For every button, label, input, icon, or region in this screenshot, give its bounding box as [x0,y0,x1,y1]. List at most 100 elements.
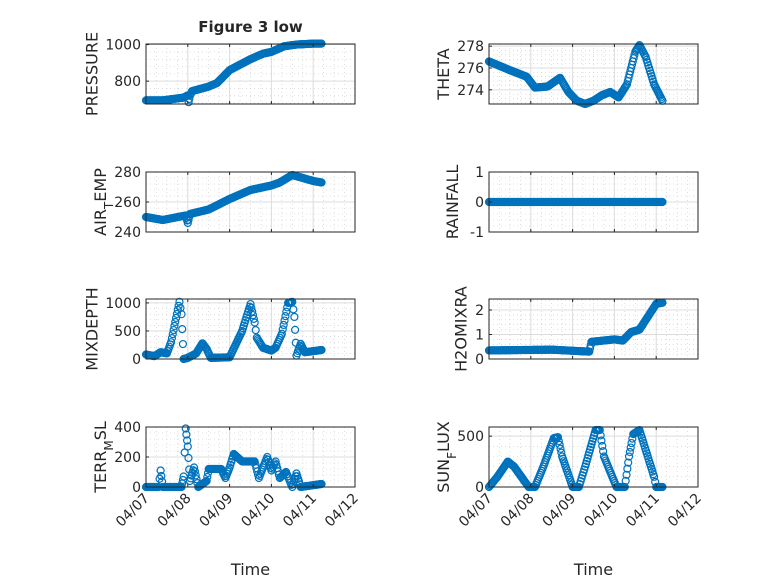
x-tick-label: 04/10 [581,491,621,531]
axes-box [145,298,356,360]
data-point [176,303,185,313]
subplot-terr_msl: 04/07 04/08 04/09 04/10 04/11 04/12 0 200 400TER… [91,420,362,579]
y-tick-label: 276 [457,61,484,77]
y-label-part: PRESSURE [83,32,102,116]
x-tick-label: 04/11 [623,491,663,531]
y-label-part: SUN [434,459,453,493]
data-point [621,476,630,485]
y-tick-label: 0 [475,480,484,496]
data-point [190,467,200,476]
data-point [178,324,187,334]
data-point [554,436,563,446]
data-point [289,305,298,314]
data-point [171,313,181,323]
data-point [279,320,288,330]
data-point [288,297,297,306]
x-tick-label: 04/09 [540,491,580,531]
y-tick-label: 400 [114,420,141,436]
y-tick-label: 2 [475,303,484,319]
y-tick-label: 1 [475,328,484,344]
data-point [624,452,634,461]
data-point [597,436,606,445]
data-point [556,444,565,453]
axes-box [488,298,699,360]
x-tick-label: 04/11 [280,491,320,531]
y-label-part: RAINFALL [443,165,462,240]
data-point [626,443,635,452]
axes-box [488,426,699,488]
data-point [203,472,212,482]
y-label-subscript: M [102,440,116,450]
data-point [317,345,326,355]
data-point [317,178,326,187]
x-tick-label: 04/09 [197,491,237,531]
y-tick-label: 278 [457,39,484,55]
data-point [175,297,184,306]
y-tick-label: 1 [475,165,484,181]
data-point [181,424,190,433]
data-point [596,431,605,440]
y-tick-label: 0 [475,195,484,211]
y-tick-label: -1 [470,225,484,241]
chart-title: Figure 3 low [198,18,303,36]
y-label-part: THETA [434,48,453,100]
data-point [627,438,636,448]
y-axis-label: RAINFALL [443,165,462,240]
y-axis-label: H2OMIXRA [451,286,470,372]
y-label-subscript: T [102,201,116,210]
y-axis-label: THETA [434,48,453,100]
data-point [166,338,176,347]
series-markers [141,297,326,364]
data-point [184,453,193,463]
data-point [279,470,288,479]
data-point [553,433,563,442]
y-tick-label: 274 [457,83,484,99]
data-point [170,321,179,331]
data-point [177,310,186,319]
y-tick-label: 500 [457,429,484,445]
data-point [156,466,165,475]
y-tick-label: 500 [114,324,141,340]
data-point [183,442,192,451]
series-markers [141,170,326,228]
data-point [189,463,199,472]
y-label-part: AIR [91,209,110,236]
data-point [202,476,211,486]
data-point [247,303,256,312]
x-axis-label: Time [573,560,613,579]
axes-box [145,43,356,105]
data-point [248,311,258,320]
y-label-part: EMP [91,168,110,202]
y-label-part: H2OMIXRA [451,286,470,372]
data-point [599,447,608,456]
data-point [174,301,183,310]
data-point [650,472,659,481]
data-point [625,447,634,457]
data-point [250,318,259,327]
data-point [248,307,257,316]
data-point [658,197,667,207]
data-point [277,329,286,338]
x-tick-label: 04/12 [665,491,705,531]
y-label-subscript: F [445,452,459,459]
data-point [183,436,192,445]
y-label-part: MIXDEPTH [83,287,102,370]
x-tick-label: 04/07 [113,491,153,531]
data-point [598,441,607,451]
data-point [290,312,299,322]
y-axis-label: SUNFLUX [434,421,459,493]
series-markers [484,298,667,356]
data-point [251,326,260,335]
data-point [178,339,188,349]
data-point [183,218,192,228]
data-point [172,309,182,319]
y-tick-label: 0 [475,352,484,368]
axes-box [488,43,699,105]
subplot-h2omixra: 0 1 2 H2OMIXRA [451,286,699,372]
data-point [624,458,633,467]
